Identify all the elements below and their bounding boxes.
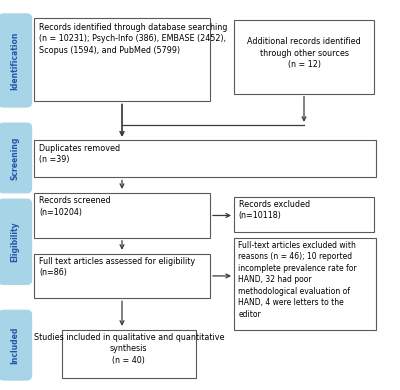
Text: Included: Included <box>11 326 20 364</box>
FancyBboxPatch shape <box>234 238 376 330</box>
Text: Duplicates removed
(n =39): Duplicates removed (n =39) <box>39 144 120 164</box>
FancyBboxPatch shape <box>62 330 196 378</box>
FancyBboxPatch shape <box>0 199 32 285</box>
Text: Records screened
(n=10204): Records screened (n=10204) <box>39 196 111 216</box>
Text: Eligibility: Eligibility <box>11 222 20 262</box>
Text: Full-text articles excluded with
reasons (n = 46); 10 reported
incomplete preval: Full-text articles excluded with reasons… <box>238 241 357 319</box>
Text: Additional records identified
through other sources
(n = 12): Additional records identified through ot… <box>247 37 361 69</box>
Text: Screening: Screening <box>11 136 20 180</box>
FancyBboxPatch shape <box>234 20 374 94</box>
Text: Studies included in qualitative and quantitative
synthesis
(n = 40): Studies included in qualitative and quan… <box>34 333 224 365</box>
FancyBboxPatch shape <box>34 254 210 298</box>
FancyBboxPatch shape <box>0 123 32 193</box>
FancyBboxPatch shape <box>0 14 32 107</box>
FancyBboxPatch shape <box>0 310 32 380</box>
FancyBboxPatch shape <box>34 140 376 177</box>
FancyBboxPatch shape <box>34 18 210 101</box>
Text: Identification: Identification <box>11 31 20 90</box>
FancyBboxPatch shape <box>34 193 210 238</box>
FancyBboxPatch shape <box>234 197 374 232</box>
Text: Full text articles assessed for eligibility
(n=86): Full text articles assessed for eligibil… <box>39 257 195 277</box>
Text: Records excluded
(n=10118): Records excluded (n=10118) <box>239 200 310 220</box>
Text: Records identified through database searching
(n = 10231); Psych-Info (386), EMB: Records identified through database sear… <box>39 23 228 55</box>
